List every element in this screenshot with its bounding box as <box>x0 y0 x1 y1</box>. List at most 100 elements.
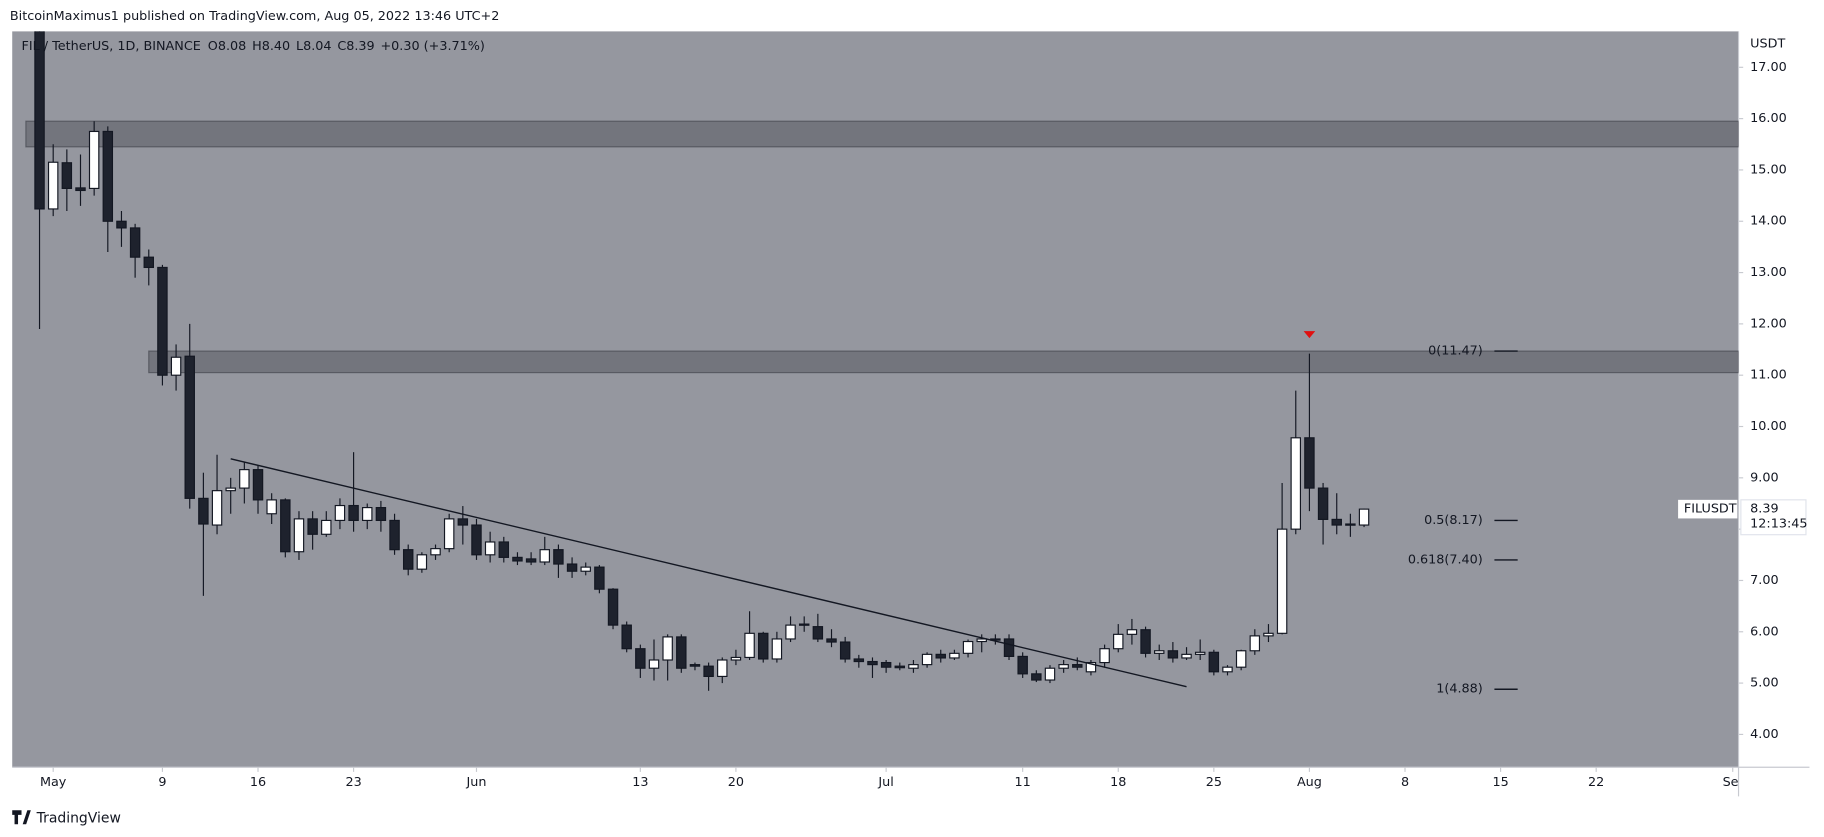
candle-body <box>102 130 114 222</box>
candle-body <box>225 487 236 492</box>
candle-body <box>1317 487 1329 520</box>
candle-body <box>758 632 769 660</box>
candle-body <box>1345 523 1356 526</box>
candle-body <box>1085 661 1097 673</box>
candle-body <box>717 659 728 678</box>
candle-body <box>1072 664 1083 668</box>
candle-body <box>252 469 264 501</box>
candle-body <box>184 355 195 499</box>
candle-body <box>129 227 141 258</box>
candle-body <box>1153 650 1165 654</box>
footer-brand: TradingView <box>36 810 121 826</box>
candle-body <box>1290 437 1302 530</box>
candle-body <box>1208 651 1220 673</box>
candle-body <box>170 356 182 376</box>
candle-body <box>307 518 318 535</box>
y-tick-label: 9.00 <box>1750 470 1778 485</box>
candle-body <box>744 632 755 659</box>
ohlc-key: C <box>337 39 346 54</box>
candle-body <box>280 499 291 553</box>
candle-body <box>1003 638 1015 657</box>
ohlc-value: 8.04 <box>303 39 331 54</box>
change-label: +0.30 (+3.71%) <box>380 39 484 54</box>
y-tick-label: 14.00 <box>1750 214 1787 229</box>
candle-body <box>539 549 550 563</box>
candle-body <box>239 469 250 489</box>
resistance-zone <box>148 350 1739 374</box>
candle-body <box>116 220 127 229</box>
candle-body <box>348 504 359 522</box>
y-tick-label: 11.00 <box>1750 368 1787 383</box>
candle-body <box>416 554 428 570</box>
plot-background <box>12 31 1739 768</box>
candle-body <box>375 507 387 522</box>
x-tick-label: Jun <box>466 775 487 790</box>
ohlc-key: O <box>208 39 218 54</box>
candle-body <box>525 558 537 563</box>
x-tick-label: 22 <box>1588 775 1604 790</box>
candle-body <box>894 665 906 669</box>
plot-area <box>25 31 1739 691</box>
candle-body <box>211 490 223 526</box>
trendline <box>230 458 1187 688</box>
candle-body <box>1194 651 1206 655</box>
candle-body <box>1099 648 1110 664</box>
candle-body <box>648 659 660 669</box>
candle-body <box>498 541 510 558</box>
y-tick-label: 17.00 <box>1750 60 1787 75</box>
x-tick-label: 13 <box>632 775 648 790</box>
resistance-zone <box>25 120 1739 148</box>
candle-body <box>1140 629 1151 654</box>
y-tick-label: 4.00 <box>1750 727 1778 742</box>
candle-body <box>88 130 100 189</box>
fib-label: 0.618(7.40) <box>1408 552 1483 567</box>
x-tick-label: 11 <box>1015 775 1031 790</box>
ohlc-value: 8.39 <box>346 39 374 54</box>
candle-body <box>1222 666 1233 673</box>
candle-body <box>1167 650 1179 659</box>
x-tick-label: 15 <box>1492 775 1508 790</box>
candle-body <box>935 653 946 659</box>
fib-label: 0(11.47) <box>1428 344 1483 359</box>
candle-body <box>157 266 168 376</box>
candle-body <box>621 624 632 650</box>
y-tick-label: 10.00 <box>1750 419 1787 434</box>
candle-body <box>1276 528 1288 634</box>
y-axis-label: USDT <box>1750 37 1785 52</box>
candle-body <box>1263 632 1274 637</box>
candle-body <box>962 640 974 654</box>
candle-body <box>34 31 45 210</box>
candle-body <box>362 507 373 522</box>
x-tick-label: Se <box>1723 775 1739 790</box>
candle-body <box>798 623 810 626</box>
y-tick-label: 16.00 <box>1750 111 1787 126</box>
x-tick-label: Jul <box>877 775 893 790</box>
x-tick-label: 9 <box>158 775 166 790</box>
candle-body <box>471 524 482 556</box>
candle-body <box>921 653 933 666</box>
x-tick-label: 20 <box>728 775 744 790</box>
ohlc-value: 8.40 <box>262 39 290 54</box>
candle-body <box>867 660 878 666</box>
candle-body <box>730 656 742 661</box>
candle-body <box>662 636 673 661</box>
candle-body <box>321 519 332 535</box>
candle-body <box>1181 653 1192 659</box>
x-tick-label: 16 <box>250 775 266 790</box>
price-tag <box>1740 499 1807 536</box>
y-tick-label: 12.00 <box>1750 316 1787 331</box>
candle-body <box>198 497 209 525</box>
fib-label: 1(4.88) <box>1436 682 1483 697</box>
candle-body <box>566 563 578 572</box>
candle-body <box>880 661 892 668</box>
y-tick-label: 15.00 <box>1750 162 1787 177</box>
top-marker <box>1303 331 1316 339</box>
candle-body <box>771 638 783 660</box>
candle-body <box>1304 437 1315 489</box>
symbol-label: FIL / TetherUS, 1D, BINANCE <box>22 39 201 54</box>
x-tick-label: May <box>40 775 67 790</box>
candle-body <box>635 648 646 669</box>
candle-body <box>1113 633 1124 650</box>
ohlc-key: L <box>296 39 304 54</box>
